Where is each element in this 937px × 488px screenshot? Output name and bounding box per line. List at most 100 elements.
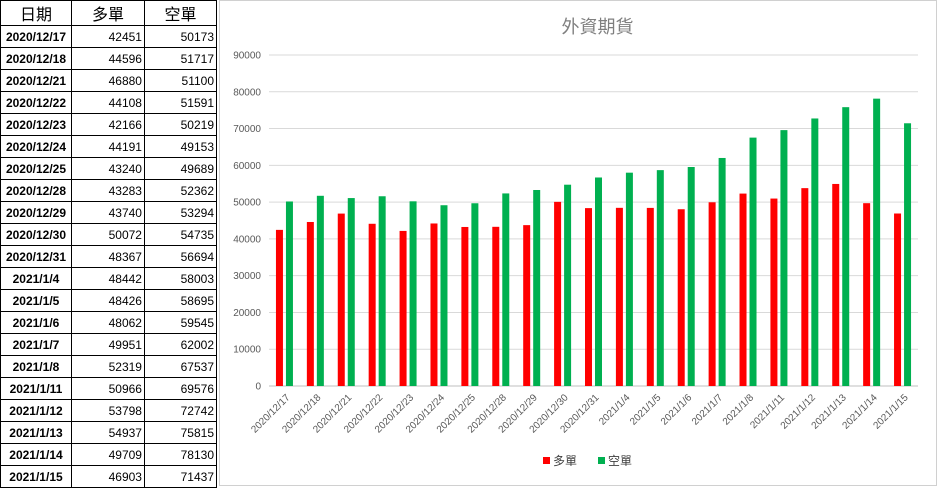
cell-long[interactable]: 50966 — [71, 378, 144, 400]
cell-date[interactable]: 2020/12/23 — [1, 114, 72, 136]
cell-date[interactable]: 2021/1/8 — [1, 356, 72, 378]
bar-short[interactable] — [657, 170, 664, 386]
cell-short[interactable]: 58003 — [144, 268, 216, 290]
cell-date[interactable]: 2021/1/11 — [1, 378, 72, 400]
cell-short[interactable]: 56694 — [144, 246, 216, 268]
cell-short[interactable]: 54735 — [144, 224, 216, 246]
cell-date[interactable]: 2020/12/30 — [1, 224, 72, 246]
bar-long[interactable] — [307, 222, 314, 386]
bar-short[interactable] — [688, 167, 695, 386]
cell-long[interactable]: 48442 — [71, 268, 144, 290]
cell-long[interactable]: 49709 — [71, 444, 144, 466]
bar-short[interactable] — [626, 173, 633, 386]
bar-short[interactable] — [719, 158, 726, 386]
cell-date[interactable]: 2020/12/29 — [1, 202, 72, 224]
bar-long[interactable] — [894, 214, 901, 386]
cell-date[interactable]: 2020/12/28 — [1, 180, 72, 202]
cell-short[interactable]: 62002 — [144, 334, 216, 356]
cell-long[interactable]: 50072 — [71, 224, 144, 246]
cell-long[interactable]: 52319 — [71, 356, 144, 378]
cell-long[interactable]: 46903 — [71, 466, 144, 488]
bar-long[interactable] — [523, 225, 530, 386]
bar-long[interactable] — [492, 227, 499, 386]
bar-long[interactable] — [801, 188, 808, 386]
header-long[interactable]: 多單 — [71, 1, 144, 26]
cell-date[interactable]: 2020/12/17 — [1, 26, 72, 48]
bar-long[interactable] — [616, 208, 623, 386]
cell-date[interactable]: 2021/1/12 — [1, 400, 72, 422]
cell-short[interactable]: 50173 — [144, 26, 216, 48]
bar-long[interactable] — [430, 223, 437, 386]
bar-short[interactable] — [595, 177, 602, 386]
bar-short[interactable] — [410, 201, 417, 386]
bar-long[interactable] — [709, 202, 716, 386]
cell-short[interactable]: 50219 — [144, 114, 216, 136]
cell-long[interactable]: 48062 — [71, 312, 144, 334]
bar-short[interactable] — [317, 196, 324, 386]
cell-long[interactable]: 43240 — [71, 158, 144, 180]
cell-date[interactable]: 2021/1/4 — [1, 268, 72, 290]
bar-short[interactable] — [471, 203, 478, 386]
bar-short[interactable] — [811, 118, 818, 386]
cell-date[interactable]: 2021/1/5 — [1, 290, 72, 312]
cell-long[interactable]: 44596 — [71, 48, 144, 70]
cell-long[interactable]: 53798 — [71, 400, 144, 422]
chart-panel[interactable]: 外資期貨 0 10000 20000 30000 40000 50000 60000 70000… — [219, 0, 937, 486]
cell-date[interactable]: 2021/1/13 — [1, 422, 72, 444]
cell-short[interactable]: 59545 — [144, 312, 216, 334]
cell-long[interactable]: 54937 — [71, 422, 144, 444]
bar-long[interactable] — [770, 199, 777, 386]
cell-long[interactable]: 48367 — [71, 246, 144, 268]
cell-short[interactable]: 71437 — [144, 466, 216, 488]
bar-short[interactable] — [904, 123, 911, 386]
cell-long[interactable]: 43740 — [71, 202, 144, 224]
bar-short[interactable] — [379, 196, 386, 386]
cell-short[interactable]: 53294 — [144, 202, 216, 224]
cell-short[interactable]: 78130 — [144, 444, 216, 466]
cell-short[interactable]: 69576 — [144, 378, 216, 400]
cell-short[interactable]: 58695 — [144, 290, 216, 312]
bar-long[interactable] — [400, 231, 407, 386]
cell-date[interactable]: 2021/1/14 — [1, 444, 72, 466]
bar-short[interactable] — [780, 130, 787, 386]
bar-short[interactable] — [842, 107, 849, 386]
bar-long[interactable] — [647, 208, 654, 386]
bar-short[interactable] — [873, 99, 880, 386]
bar-short[interactable] — [286, 201, 293, 386]
bar-long[interactable] — [740, 194, 747, 386]
bar-long[interactable] — [461, 227, 468, 386]
bar-long[interactable] — [338, 214, 345, 386]
cell-date[interactable]: 2020/12/18 — [1, 48, 72, 70]
bar-long[interactable] — [276, 230, 283, 386]
cell-long[interactable]: 49951 — [71, 334, 144, 356]
header-date[interactable]: 日期 — [1, 1, 72, 26]
cell-short[interactable]: 51591 — [144, 92, 216, 114]
cell-long[interactable]: 48426 — [71, 290, 144, 312]
bar-short[interactable] — [348, 198, 355, 386]
header-short[interactable]: 空單 — [144, 1, 216, 26]
cell-date[interactable]: 2020/12/24 — [1, 136, 72, 158]
cell-short[interactable]: 72742 — [144, 400, 216, 422]
cell-short[interactable]: 52362 — [144, 180, 216, 202]
bar-short[interactable] — [750, 138, 757, 386]
cell-long[interactable]: 42451 — [71, 26, 144, 48]
bar-long[interactable] — [369, 224, 376, 386]
cell-date[interactable]: 2020/12/31 — [1, 246, 72, 268]
cell-short[interactable]: 49689 — [144, 158, 216, 180]
bar-long[interactable] — [832, 184, 839, 386]
cell-short[interactable]: 51717 — [144, 48, 216, 70]
cell-date[interactable]: 2020/12/21 — [1, 70, 72, 92]
bar-long[interactable] — [585, 208, 592, 386]
bar-short[interactable] — [533, 190, 540, 386]
cell-long[interactable]: 43283 — [71, 180, 144, 202]
cell-long[interactable]: 46880 — [71, 70, 144, 92]
cell-date[interactable]: 2021/1/15 — [1, 466, 72, 488]
cell-date[interactable]: 2021/1/6 — [1, 312, 72, 334]
bar-short[interactable] — [502, 193, 509, 386]
cell-short[interactable]: 67537 — [144, 356, 216, 378]
bar-short[interactable] — [564, 185, 571, 386]
bar-long[interactable] — [678, 209, 685, 386]
cell-short[interactable]: 75815 — [144, 422, 216, 444]
cell-long[interactable]: 44108 — [71, 92, 144, 114]
bar-long[interactable] — [554, 202, 561, 386]
